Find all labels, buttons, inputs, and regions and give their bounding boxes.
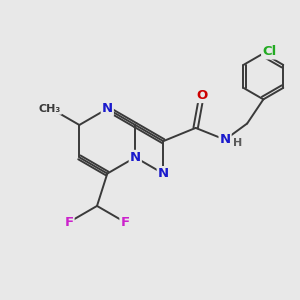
Text: CH₃: CH₃: [39, 104, 61, 114]
Text: N: N: [158, 167, 169, 180]
Text: O: O: [196, 89, 207, 102]
Text: F: F: [120, 216, 130, 229]
Text: N: N: [130, 151, 141, 164]
Text: Cl: Cl: [262, 45, 276, 58]
Text: N: N: [220, 133, 231, 146]
Text: N: N: [102, 102, 113, 115]
Text: F: F: [64, 216, 74, 229]
Text: H: H: [233, 138, 243, 148]
